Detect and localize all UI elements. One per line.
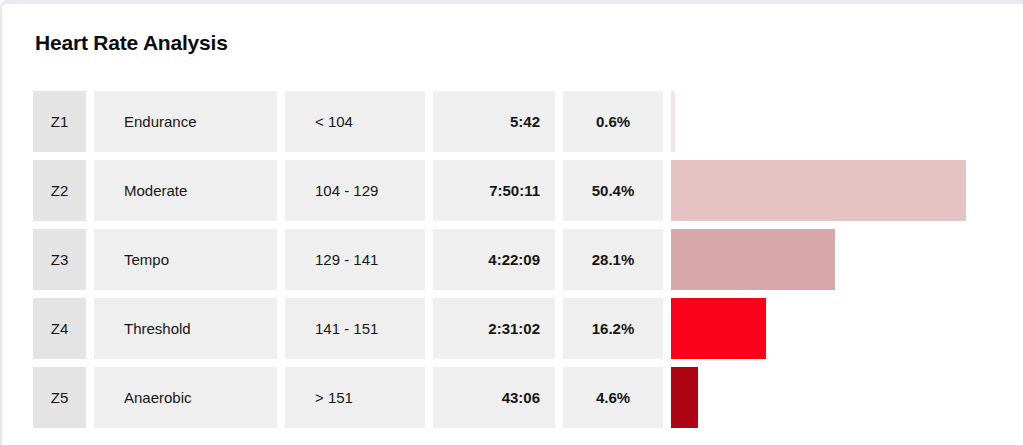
zone-label-cell: Z3 (33, 229, 86, 290)
zone-label-cell: Z5 (33, 367, 86, 428)
bar-track (671, 91, 1010, 152)
zone-label-cell: Z2 (33, 160, 86, 221)
hr-range-cell: > 151 (285, 367, 425, 428)
time-in-zone-cell: 4:22:09 (433, 229, 555, 290)
zone-bar (671, 367, 698, 428)
zone-label-cell: Z4 (33, 298, 86, 359)
zone-bar (671, 229, 835, 290)
time-in-zone-cell: 5:42 (433, 91, 555, 152)
zone-row: Z2 Moderate 104 - 129 7:50:11 50.4% (33, 160, 1010, 221)
page-title: Heart Rate Analysis (35, 31, 1023, 55)
hr-range-cell: < 104 (285, 91, 425, 152)
heart-rate-analysis-panel: Heart Rate Analysis Z1 Endurance < 104 5… (0, 0, 1023, 445)
zone-row: Z1 Endurance < 104 5:42 0.6% (33, 91, 1010, 152)
bar-track (671, 229, 1010, 290)
bar-track (671, 160, 1010, 221)
bar-track (671, 298, 1010, 359)
zone-row: Z4 Threshold 141 - 151 2:31:02 16.2% (33, 298, 1010, 359)
time-in-zone-cell: 2:31:02 (433, 298, 555, 359)
hr-range-cell: 141 - 151 (285, 298, 425, 359)
time-in-zone-cell: 43:06 (433, 367, 555, 428)
zone-name-cell: Anaerobic (94, 367, 277, 428)
zone-row: Z5 Anaerobic > 151 43:06 4.6% (33, 367, 1010, 428)
zone-name-cell: Threshold (94, 298, 277, 359)
time-in-zone-cell: 7:50:11 (433, 160, 555, 221)
percent-cell: 28.1% (563, 229, 663, 290)
zone-row: Z3 Tempo 129 - 141 4:22:09 28.1% (33, 229, 1010, 290)
zone-name-cell: Moderate (94, 160, 277, 221)
percent-cell: 0.6% (563, 91, 663, 152)
percent-cell: 50.4% (563, 160, 663, 221)
zone-name-cell: Endurance (94, 91, 277, 152)
percent-cell: 16.2% (563, 298, 663, 359)
zone-bar (671, 160, 966, 221)
percent-cell: 4.6% (563, 367, 663, 428)
zone-bar (671, 298, 766, 359)
zones-table: Z1 Endurance < 104 5:42 0.6% Z2 Moderate… (33, 91, 1010, 428)
zone-bar (671, 91, 675, 152)
zone-label-cell: Z1 (33, 91, 86, 152)
bar-track (671, 367, 1010, 428)
zone-name-cell: Tempo (94, 229, 277, 290)
hr-range-cell: 104 - 129 (285, 160, 425, 221)
hr-range-cell: 129 - 141 (285, 229, 425, 290)
